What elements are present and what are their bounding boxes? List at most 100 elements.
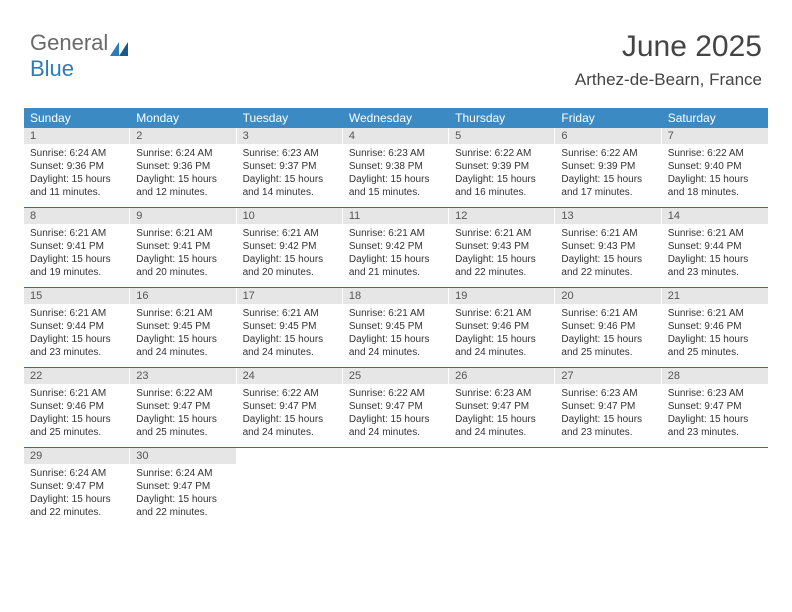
day-cell: 28Sunrise: 6:23 AMSunset: 9:47 PMDayligh… (662, 368, 768, 447)
sunset-line: Sunset: 9:40 PM (668, 160, 762, 173)
day-body: Sunrise: 6:22 AMSunset: 9:40 PMDaylight:… (662, 144, 768, 207)
daylight-line: Daylight: 15 hours and 25 minutes. (30, 413, 124, 439)
sunset-line: Sunset: 9:37 PM (243, 160, 337, 173)
day-cell: 10Sunrise: 6:21 AMSunset: 9:42 PMDayligh… (237, 208, 343, 287)
day-number: 26 (449, 368, 555, 384)
week-row: 15Sunrise: 6:21 AMSunset: 9:44 PMDayligh… (24, 288, 768, 368)
daylight-line: Daylight: 15 hours and 14 minutes. (243, 173, 337, 199)
sunset-line: Sunset: 9:41 PM (136, 240, 230, 253)
daylight-line: Daylight: 15 hours and 20 minutes. (243, 253, 337, 279)
sunset-line: Sunset: 9:45 PM (243, 320, 337, 333)
daylight-line: Daylight: 15 hours and 22 minutes. (136, 493, 230, 519)
day-body: Sunrise: 6:21 AMSunset: 9:46 PMDaylight:… (662, 304, 768, 367)
day-number: 14 (662, 208, 768, 224)
day-body: Sunrise: 6:24 AMSunset: 9:47 PMDaylight:… (130, 464, 236, 527)
day-cell: 21Sunrise: 6:21 AMSunset: 9:46 PMDayligh… (662, 288, 768, 367)
sunset-line: Sunset: 9:47 PM (243, 400, 337, 413)
daylight-line: Daylight: 15 hours and 16 minutes. (455, 173, 549, 199)
day-body: Sunrise: 6:24 AMSunset: 9:36 PMDaylight:… (130, 144, 236, 207)
week-row: 22Sunrise: 6:21 AMSunset: 9:46 PMDayligh… (24, 368, 768, 448)
sunrise-line: Sunrise: 6:22 AM (349, 387, 443, 400)
day-body: Sunrise: 6:21 AMSunset: 9:46 PMDaylight:… (449, 304, 555, 367)
day-body: Sunrise: 6:21 AMSunset: 9:43 PMDaylight:… (555, 224, 661, 287)
sunrise-line: Sunrise: 6:21 AM (668, 307, 762, 320)
day-number: 18 (343, 288, 449, 304)
day-cell: 18Sunrise: 6:21 AMSunset: 9:45 PMDayligh… (343, 288, 449, 367)
day-body: Sunrise: 6:21 AMSunset: 9:42 PMDaylight:… (343, 224, 449, 287)
day-body: Sunrise: 6:22 AMSunset: 9:39 PMDaylight:… (449, 144, 555, 207)
daylight-line: Daylight: 15 hours and 22 minutes. (30, 493, 124, 519)
day-number: 17 (237, 288, 343, 304)
sunset-line: Sunset: 9:38 PM (349, 160, 443, 173)
page-title: June 2025 (575, 30, 762, 64)
day-number: 8 (24, 208, 130, 224)
sunset-line: Sunset: 9:46 PM (30, 400, 124, 413)
day-body: Sunrise: 6:21 AMSunset: 9:46 PMDaylight:… (24, 384, 130, 447)
dow-thursday: Thursday (449, 108, 555, 128)
sunset-line: Sunset: 9:44 PM (30, 320, 124, 333)
daylight-line: Daylight: 15 hours and 25 minutes. (668, 333, 762, 359)
day-cell: 20Sunrise: 6:21 AMSunset: 9:46 PMDayligh… (555, 288, 661, 367)
day-number: 30 (130, 448, 236, 464)
day-number: 16 (130, 288, 236, 304)
daylight-line: Daylight: 15 hours and 20 minutes. (136, 253, 230, 279)
sunset-line: Sunset: 9:43 PM (561, 240, 655, 253)
sunrise-line: Sunrise: 6:21 AM (136, 227, 230, 240)
day-body: Sunrise: 6:22 AMSunset: 9:47 PMDaylight:… (237, 384, 343, 447)
daylight-line: Daylight: 15 hours and 23 minutes. (30, 333, 124, 359)
daylight-line: Daylight: 15 hours and 24 minutes. (455, 413, 549, 439)
sunrise-line: Sunrise: 6:24 AM (136, 467, 230, 480)
dow-saturday: Saturday (662, 108, 768, 128)
day-cell: 1Sunrise: 6:24 AMSunset: 9:36 PMDaylight… (24, 128, 130, 207)
day-body: Sunrise: 6:23 AMSunset: 9:38 PMDaylight:… (343, 144, 449, 207)
daylight-line: Daylight: 15 hours and 22 minutes. (561, 253, 655, 279)
day-number: 10 (237, 208, 343, 224)
sunrise-line: Sunrise: 6:22 AM (561, 147, 655, 160)
sunrise-line: Sunrise: 6:21 AM (136, 307, 230, 320)
daylight-line: Daylight: 15 hours and 25 minutes. (561, 333, 655, 359)
sunrise-line: Sunrise: 6:23 AM (243, 147, 337, 160)
sunrise-line: Sunrise: 6:21 AM (30, 387, 124, 400)
day-body: Sunrise: 6:21 AMSunset: 9:46 PMDaylight:… (555, 304, 661, 367)
day-cell: 25Sunrise: 6:22 AMSunset: 9:47 PMDayligh… (343, 368, 449, 447)
dow-monday: Monday (130, 108, 236, 128)
daylight-line: Daylight: 15 hours and 12 minutes. (136, 173, 230, 199)
daylight-line: Daylight: 15 hours and 24 minutes. (243, 333, 337, 359)
sunrise-line: Sunrise: 6:24 AM (136, 147, 230, 160)
day-number: 11 (343, 208, 449, 224)
day-number: 7 (662, 128, 768, 144)
day-cell (449, 448, 555, 527)
page-location: Arthez-de-Bearn, France (575, 70, 762, 90)
day-number: 1 (24, 128, 130, 144)
daylight-line: Daylight: 15 hours and 23 minutes. (668, 253, 762, 279)
sunrise-line: Sunrise: 6:21 AM (455, 227, 549, 240)
day-body: Sunrise: 6:21 AMSunset: 9:44 PMDaylight:… (24, 304, 130, 367)
day-body: Sunrise: 6:23 AMSunset: 9:37 PMDaylight:… (237, 144, 343, 207)
day-body: Sunrise: 6:23 AMSunset: 9:47 PMDaylight:… (555, 384, 661, 447)
day-number: 6 (555, 128, 661, 144)
day-number: 15 (24, 288, 130, 304)
day-cell: 17Sunrise: 6:21 AMSunset: 9:45 PMDayligh… (237, 288, 343, 367)
sunset-line: Sunset: 9:47 PM (30, 480, 124, 493)
day-number: 4 (343, 128, 449, 144)
day-cell: 26Sunrise: 6:23 AMSunset: 9:47 PMDayligh… (449, 368, 555, 447)
day-body: Sunrise: 6:24 AMSunset: 9:47 PMDaylight:… (24, 464, 130, 527)
sunrise-line: Sunrise: 6:23 AM (349, 147, 443, 160)
sunrise-line: Sunrise: 6:22 AM (243, 387, 337, 400)
sunset-line: Sunset: 9:47 PM (136, 480, 230, 493)
day-body: Sunrise: 6:21 AMSunset: 9:45 PMDaylight:… (237, 304, 343, 367)
day-cell: 13Sunrise: 6:21 AMSunset: 9:43 PMDayligh… (555, 208, 661, 287)
day-number: 28 (662, 368, 768, 384)
sunset-line: Sunset: 9:36 PM (136, 160, 230, 173)
sunrise-line: Sunrise: 6:21 AM (349, 307, 443, 320)
day-number: 3 (237, 128, 343, 144)
sunset-line: Sunset: 9:39 PM (455, 160, 549, 173)
day-cell (237, 448, 343, 527)
day-number: 24 (237, 368, 343, 384)
day-number: 19 (449, 288, 555, 304)
day-cell: 2Sunrise: 6:24 AMSunset: 9:36 PMDaylight… (130, 128, 236, 207)
day-body: Sunrise: 6:24 AMSunset: 9:36 PMDaylight:… (24, 144, 130, 207)
sunset-line: Sunset: 9:47 PM (561, 400, 655, 413)
day-number: 2 (130, 128, 236, 144)
day-body: Sunrise: 6:21 AMSunset: 9:41 PMDaylight:… (24, 224, 130, 287)
